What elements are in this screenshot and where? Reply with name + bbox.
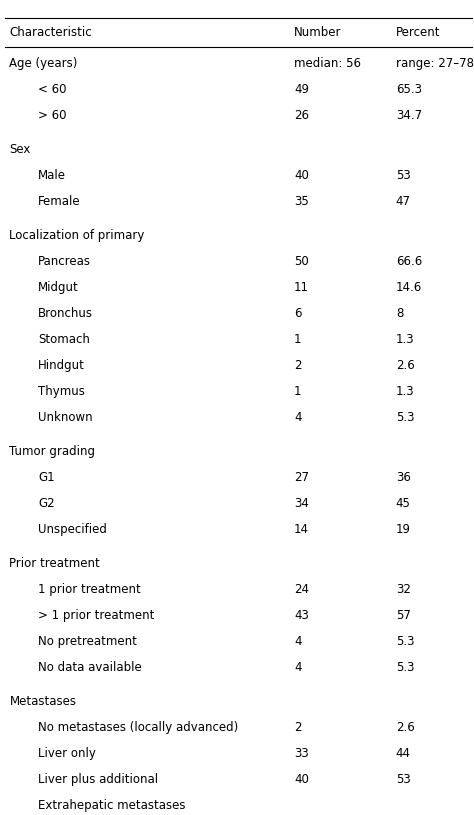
- Text: 1: 1: [294, 333, 301, 346]
- Text: 1.3: 1.3: [396, 333, 414, 346]
- Text: No pretreatment: No pretreatment: [38, 635, 137, 648]
- Text: Unspecified: Unspecified: [38, 523, 107, 536]
- Text: G2: G2: [38, 497, 55, 510]
- Text: Sex: Sex: [9, 143, 31, 156]
- Text: No data available: No data available: [38, 661, 142, 674]
- Text: 6: 6: [294, 307, 301, 320]
- Text: Characteristic: Characteristic: [9, 26, 92, 39]
- Text: 36: 36: [396, 471, 410, 484]
- Text: Stomach: Stomach: [38, 333, 90, 346]
- Text: Female: Female: [38, 195, 81, 208]
- Text: 53: 53: [396, 773, 410, 786]
- Text: 14: 14: [294, 523, 309, 536]
- Text: 4: 4: [294, 661, 301, 674]
- Text: 4: 4: [294, 411, 301, 424]
- Text: 11: 11: [294, 281, 309, 294]
- Text: 50: 50: [294, 255, 309, 268]
- Text: 1 prior treatment: 1 prior treatment: [38, 583, 141, 596]
- Text: > 60: > 60: [38, 109, 66, 122]
- Text: 5.3: 5.3: [396, 411, 414, 424]
- Text: 45: 45: [396, 497, 410, 510]
- Text: 5.3: 5.3: [396, 661, 414, 674]
- Text: 24: 24: [294, 583, 309, 596]
- Text: Hindgut: Hindgut: [38, 359, 85, 372]
- Text: 2: 2: [294, 721, 301, 734]
- Text: 65.3: 65.3: [396, 83, 422, 96]
- Text: Male: Male: [38, 169, 66, 182]
- Text: Thymus: Thymus: [38, 385, 85, 398]
- Text: 27: 27: [294, 471, 309, 484]
- Text: G1: G1: [38, 471, 55, 484]
- Text: Liver only: Liver only: [38, 747, 96, 760]
- Text: 53: 53: [396, 169, 410, 182]
- Text: Number: Number: [294, 26, 341, 39]
- Text: 35: 35: [294, 195, 309, 208]
- Text: Extrahepatic metastases: Extrahepatic metastases: [38, 799, 185, 812]
- Text: 32: 32: [396, 583, 410, 596]
- Text: 14.6: 14.6: [396, 281, 422, 294]
- Text: 2.6: 2.6: [396, 721, 415, 734]
- Text: 43: 43: [294, 609, 309, 622]
- Text: Midgut: Midgut: [38, 281, 79, 294]
- Text: 1: 1: [294, 385, 301, 398]
- Text: Bronchus: Bronchus: [38, 307, 93, 320]
- Text: 19: 19: [396, 523, 411, 536]
- Text: No metastases (locally advanced): No metastases (locally advanced): [38, 721, 238, 734]
- Text: 34: 34: [294, 497, 309, 510]
- Text: 44: 44: [396, 747, 411, 760]
- Text: Metastases: Metastases: [9, 695, 76, 708]
- Text: Percent: Percent: [396, 26, 440, 39]
- Text: Prior treatment: Prior treatment: [9, 557, 100, 570]
- Text: 34.7: 34.7: [396, 109, 422, 122]
- Text: 1.3: 1.3: [396, 385, 414, 398]
- Text: 2: 2: [294, 359, 301, 372]
- Text: 2.6: 2.6: [396, 359, 415, 372]
- Text: 66.6: 66.6: [396, 255, 422, 268]
- Text: Pancreas: Pancreas: [38, 255, 91, 268]
- Text: 26: 26: [294, 109, 309, 122]
- Text: 49: 49: [294, 83, 309, 96]
- Text: Unknown: Unknown: [38, 411, 92, 424]
- Text: 40: 40: [294, 169, 309, 182]
- Text: Tumor grading: Tumor grading: [9, 445, 95, 458]
- Text: 5.3: 5.3: [396, 635, 414, 648]
- Text: > 1 prior treatment: > 1 prior treatment: [38, 609, 155, 622]
- Text: 8: 8: [396, 307, 403, 320]
- Text: 57: 57: [396, 609, 410, 622]
- Text: 47: 47: [396, 195, 411, 208]
- Text: 4: 4: [294, 635, 301, 648]
- Text: < 60: < 60: [38, 83, 66, 96]
- Text: 33: 33: [294, 747, 309, 760]
- Text: Localization of primary: Localization of primary: [9, 229, 145, 242]
- Text: Age (years): Age (years): [9, 57, 78, 70]
- Text: Liver plus additional: Liver plus additional: [38, 773, 158, 786]
- Text: range: 27–78: range: 27–78: [396, 57, 474, 70]
- Text: median: 56: median: 56: [294, 57, 361, 70]
- Text: 40: 40: [294, 773, 309, 786]
